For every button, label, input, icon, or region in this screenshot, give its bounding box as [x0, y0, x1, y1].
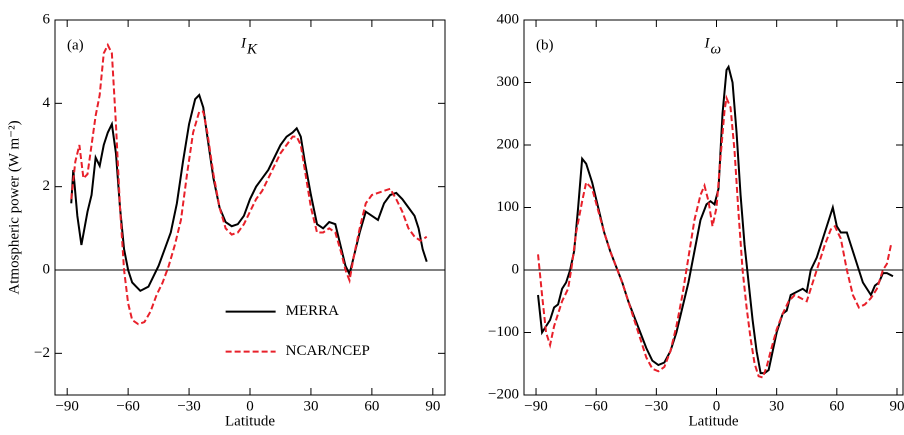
x-tick-label: −90	[524, 398, 547, 414]
series-line	[70, 42, 428, 326]
y-axis-label: Atmospheric power (W m⁻²)	[6, 120, 22, 294]
x-tick-label: 60	[829, 398, 844, 414]
x-tick-label: 30	[769, 398, 784, 414]
legend-label: NCAR/NCEP	[286, 343, 370, 359]
series-line	[537, 94, 892, 379]
legend-label: MERRA	[286, 303, 340, 319]
y-tick-label: 0	[512, 261, 520, 277]
y-tick-label: 2	[43, 178, 51, 194]
y-tick-label: 0	[43, 261, 51, 277]
x-tick-label: 90	[425, 398, 440, 414]
series-line	[537, 64, 894, 375]
x-tick-label: −60	[116, 398, 139, 414]
x-tick-label: −60	[584, 398, 607, 414]
x-tick-label: 0	[713, 398, 721, 414]
x-tick-label: −90	[55, 398, 78, 414]
plot-frame	[523, 19, 904, 396]
plot-area	[537, 64, 894, 379]
y-tick-label: 4	[43, 95, 51, 111]
y-tick-label: 100	[497, 199, 520, 215]
panel-title: I	[240, 35, 247, 51]
y-tick-label: −2	[34, 345, 50, 361]
y-tick-label: 400	[497, 11, 520, 27]
plot-area	[70, 42, 428, 326]
x-axis-label: Latitude	[225, 413, 275, 429]
y-tick-label: 200	[497, 136, 520, 152]
panel-title: I	[704, 35, 711, 51]
y-tick-label: 6	[43, 11, 51, 27]
y-tick-label: 300	[497, 74, 520, 90]
x-tick-label: 30	[303, 398, 318, 414]
panel-title-subscript: ω	[711, 41, 722, 57]
plot-frame	[54, 19, 446, 396]
x-tick-label: −30	[645, 398, 668, 414]
x-tick-label: −30	[177, 398, 200, 414]
panel-title-subscript: K	[246, 41, 258, 57]
panel-label: (a)	[67, 37, 84, 53]
x-axis-label: Latitude	[689, 413, 739, 429]
x-tick-label: 90	[889, 398, 904, 414]
panel-label: (b)	[536, 37, 554, 53]
x-tick-label: 0	[246, 398, 254, 414]
y-tick-label: −100	[488, 324, 519, 340]
series-line	[70, 93, 428, 293]
x-tick-label: 60	[364, 398, 379, 414]
y-tick-label: −200	[488, 386, 519, 402]
